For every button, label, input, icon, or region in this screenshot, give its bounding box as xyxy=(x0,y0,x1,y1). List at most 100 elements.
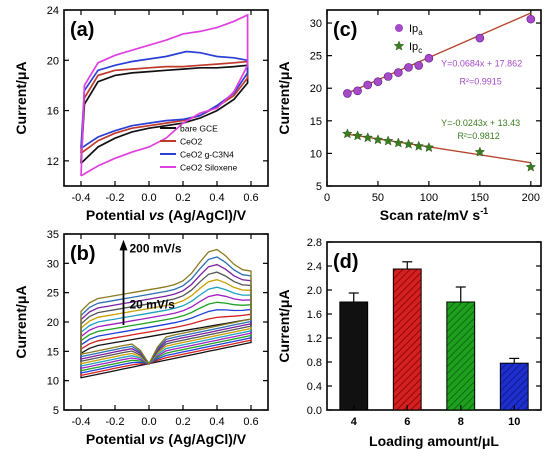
scatter-point xyxy=(353,86,362,96)
x-tick-label: -0.2 xyxy=(106,192,125,204)
y-tick-label: 15 xyxy=(310,116,322,128)
scatter-point xyxy=(362,132,373,143)
cv-curve xyxy=(80,271,252,365)
x-axis-label: Potential vs (Ag/AgCl)/V xyxy=(86,207,247,223)
x-tick-label: -0.4 xyxy=(72,416,91,428)
arrow-head xyxy=(119,239,128,251)
x-axis-label: Potential vs (Ag/AgCl)/V xyxy=(86,431,247,447)
x-tick-label: 0.4 xyxy=(209,416,224,428)
scatter-point xyxy=(382,135,394,146)
y-tick-label: 5 xyxy=(53,405,59,417)
scatter-point xyxy=(352,130,363,141)
y-tick-label: 25 xyxy=(310,51,322,63)
x-tick-label: -0.4 xyxy=(72,192,91,204)
y-tick-label: 30 xyxy=(47,258,59,270)
x-tick-label: 0.6 xyxy=(243,416,258,428)
bar xyxy=(446,301,476,411)
x-tick-label: 8 xyxy=(458,416,464,428)
panel-label: (c) xyxy=(333,19,357,41)
annotation-low: 20 mV/s xyxy=(130,297,176,311)
y-axis-label: Current/μA xyxy=(13,285,29,358)
plot-frame xyxy=(326,241,542,411)
scatter-point xyxy=(475,33,485,43)
x-tick-label: 4 xyxy=(351,416,358,428)
x-tick-label: 200 xyxy=(522,192,540,204)
legend: bare GCE CeO2 CeO2 g-C3N4 CeO2 Siloxene xyxy=(160,124,237,173)
series-star xyxy=(342,128,537,172)
scatter-point xyxy=(363,80,373,90)
panel-label: (b) xyxy=(70,243,96,265)
scatter-point xyxy=(413,140,424,151)
x-tick-label: 0.4 xyxy=(209,192,224,204)
legend-entry: Ipc xyxy=(409,41,422,55)
y-tick-label: 0.0 xyxy=(307,405,322,417)
y-tick-label: 0.4 xyxy=(307,381,322,393)
y-tick-label: 2.8 xyxy=(307,237,322,249)
y-axis-label: Current/μA xyxy=(13,61,29,134)
x-tick-label: 0.2 xyxy=(175,416,190,428)
scatter-point xyxy=(342,128,353,139)
x-tick-label: 0 xyxy=(324,192,330,204)
scatter-point xyxy=(526,14,536,24)
legend-marker xyxy=(395,24,403,32)
cv-curve xyxy=(80,248,252,365)
x-tick-label: 10 xyxy=(508,416,520,428)
fit-r2: R²=0.9812 xyxy=(457,131,499,141)
scatter-point xyxy=(393,40,405,51)
y-tick-label: 25 xyxy=(47,288,59,300)
bar xyxy=(499,362,529,411)
x-axis-label: Scan rate/mV s-1 xyxy=(380,206,488,223)
plot-frame xyxy=(63,9,269,187)
y-axis-label: Current/μA xyxy=(276,61,292,134)
y-tick-label: 16 xyxy=(47,106,59,118)
scatter-point xyxy=(343,89,352,98)
scatter-point xyxy=(474,146,486,157)
panel-label: (a) xyxy=(70,19,94,41)
legend: Ipa Ipc xyxy=(393,23,423,55)
scatter-point xyxy=(394,68,403,77)
scatter-point xyxy=(423,141,435,153)
legend-entry: CeO2 g-C3N4 xyxy=(180,150,234,160)
scatter-point xyxy=(414,61,424,70)
legend-entry: Ipa xyxy=(409,23,423,37)
x-axis-label: Loading amount/μL xyxy=(369,433,499,449)
bar xyxy=(392,268,422,411)
y-tick-label: 24 xyxy=(47,5,59,17)
panel-b-cv: -0.4 -0.2 0.0 0.2 0.4 0.6 5 10 15 20 25 30 35 Current… xyxy=(13,229,269,447)
legend-entry: bare GCE xyxy=(180,124,218,134)
legend-entry: CeO2 Siloxene xyxy=(180,163,237,173)
cv-curve xyxy=(80,13,249,177)
scatter-point xyxy=(525,161,537,172)
annotation-high: 200 mV/s xyxy=(130,242,182,256)
y-tick-label: 20 xyxy=(47,317,59,329)
y-tick-label: 2.0 xyxy=(307,285,322,297)
y-tick-label: 30 xyxy=(310,18,322,30)
panel-c-scatter: 0 50 100 150 200 5 10 15 20 25 30 Current/μA (c) Scan… xyxy=(276,9,542,223)
y-tick-label: 10 xyxy=(310,148,322,160)
x-tick-label: 0.0 xyxy=(141,192,156,204)
x-tick-label: 0.0 xyxy=(141,416,156,428)
x-tick-label: 0.6 xyxy=(243,192,258,204)
x-tick-label: 150 xyxy=(471,192,489,204)
x-tick-label: 100 xyxy=(420,192,438,204)
y-tick-label: 0.8 xyxy=(307,357,322,369)
y-tick-label: 12 xyxy=(47,156,59,168)
legend-entry: CeO2 xyxy=(180,137,202,147)
y-tick-label: 35 xyxy=(47,229,59,241)
scatter-point xyxy=(373,77,383,87)
scatter-point xyxy=(403,138,414,149)
scatter-point xyxy=(424,53,434,63)
panel-d-bars: 0.0 0.4 0.8 1.2 1.6 2.0 2.4 2.8 Current/μA (d) 4 6 8… xyxy=(276,237,542,449)
fit-equation: Y=-0.0243x + 13.43 xyxy=(441,118,520,128)
x-tick-label: 0.2 xyxy=(175,192,190,204)
y-tick-label: 2.4 xyxy=(307,261,322,273)
y-tick-label: 1.2 xyxy=(307,333,322,345)
x-tick-label: 50 xyxy=(372,192,384,204)
y-tick-label: 15 xyxy=(47,346,59,358)
series-circle xyxy=(343,12,536,98)
y-tick-label: 5 xyxy=(316,181,322,193)
y-axis-label: Current/μA xyxy=(276,289,292,362)
x-tick-label: -0.2 xyxy=(106,416,125,428)
y-tick-label: 20 xyxy=(310,83,322,95)
